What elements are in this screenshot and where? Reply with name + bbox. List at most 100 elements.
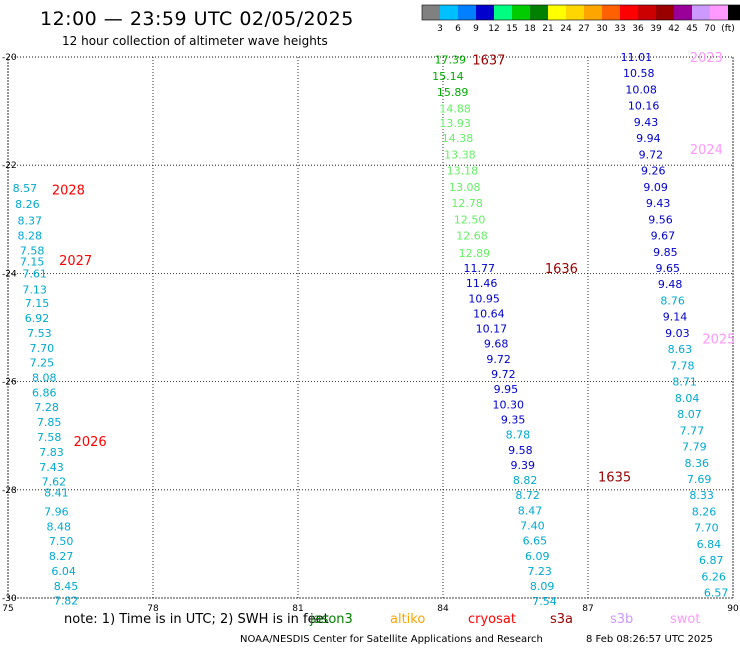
colorbar-swatch <box>656 5 674 20</box>
wave-height-label: 6.09 <box>525 550 550 563</box>
wave-height-label: 7.82 <box>54 595 79 608</box>
y-tick-label: -28 <box>2 486 17 496</box>
wave-height-label: 9.48 <box>658 278 683 291</box>
timestamp: 8 Feb 08:26:57 UTC 2025 <box>586 634 713 645</box>
satellite-legend-item: jason3 <box>310 612 353 627</box>
wave-height-label: 9.43 <box>646 197 671 210</box>
wave-height-label: 8.82 <box>513 474 538 487</box>
colorbar-swatch <box>476 5 494 20</box>
wave-height-label: 8.71 <box>672 376 697 389</box>
colorbar-tick: 18 <box>524 24 536 34</box>
colorbar-swatch <box>692 5 710 20</box>
wave-height-label: 10.16 <box>628 100 660 113</box>
wave-height-label: 9.03 <box>665 327 690 340</box>
wave-height-label: 14.38 <box>442 132 474 145</box>
colorbar-tick: 45 <box>686 24 697 34</box>
x-tick-label: 87 <box>582 604 593 614</box>
wave-height-labels: 8.578.268.378.287.587.157.617.137.156.92… <box>13 51 729 608</box>
wave-height-label: 10.08 <box>625 83 657 96</box>
wave-height-label: 8.63 <box>668 343 693 356</box>
credit-line: NOAA/NESDIS Center for Satellite Applica… <box>240 634 543 645</box>
wave-height-label: 8.36 <box>685 457 710 470</box>
colorbar-unit: (ft) <box>721 24 735 34</box>
y-tick-label: -22 <box>2 161 17 171</box>
wave-height-label: 9.26 <box>641 165 666 178</box>
wave-height-label: 9.94 <box>636 132 661 145</box>
wave-height-label: 7.69 <box>687 473 712 486</box>
wave-height-label: 8.28 <box>18 230 43 243</box>
wave-height-label: 7.28 <box>34 401 59 414</box>
x-tick-label: 78 <box>147 604 159 614</box>
track-label: 2025 <box>702 332 735 347</box>
colorbar-tick: 27 <box>578 24 589 34</box>
wave-height-label: 12.89 <box>459 247 491 260</box>
wave-height-label: 9.72 <box>486 353 511 366</box>
wave-height-label: 9.68 <box>484 338 509 351</box>
chart-axes: 75 78 81 84 87 90 -20 -22 -24 -26 -28 -30 <box>2 53 739 614</box>
wave-height-label: 7.23 <box>527 565 552 578</box>
wave-height-label: 15.89 <box>437 86 469 99</box>
wave-height-label: 13.38 <box>444 148 476 161</box>
track-label: 2027 <box>59 254 92 269</box>
wave-height-label: 8.33 <box>689 489 714 502</box>
colorbar-tick: 33 <box>614 24 625 34</box>
wave-height-label: 13.93 <box>439 117 471 130</box>
colorbar-swatch <box>440 5 458 20</box>
colorbar-swatch <box>584 5 602 20</box>
wave-height-label: 8.47 <box>518 504 543 517</box>
wave-height-label: 15.14 <box>432 70 464 83</box>
x-tick-label: 90 <box>727 604 739 614</box>
wave-height-label: 7.77 <box>680 424 705 437</box>
wave-height-label: 9.95 <box>494 383 519 396</box>
colorbar-swatch <box>602 5 620 20</box>
wave-height-label: 7.79 <box>682 441 707 454</box>
wave-height-label: 9.58 <box>508 444 533 457</box>
wave-height-label: 10.95 <box>468 292 500 305</box>
wave-height-label: 12.78 <box>451 197 483 210</box>
colorbar-swatch <box>638 5 656 20</box>
wave-height-label: 7.54 <box>532 595 557 608</box>
colorbar-tick: 6 <box>455 24 461 34</box>
wave-height-label: 9.65 <box>656 262 681 275</box>
track-label: 2026 <box>74 435 107 450</box>
wave-height-label: 8.09 <box>530 580 555 593</box>
x-tick-label: 81 <box>292 604 303 614</box>
wave-height-label: 7.62 <box>42 476 67 489</box>
wave-height-label: 8.76 <box>660 294 685 307</box>
wave-height-label: 11.01 <box>621 51 653 64</box>
wave-height-label: 8.41 <box>44 487 69 500</box>
track-label: 1635 <box>598 470 631 485</box>
colorbar-tick: 70 <box>704 24 716 34</box>
wave-height-label: 8.37 <box>18 214 43 227</box>
wave-height-label: 8.26 <box>15 198 40 211</box>
colorbar-tick: 42 <box>668 24 679 34</box>
colorbar-tick: 12 <box>488 24 499 34</box>
wave-height-label: 8.07 <box>677 408 702 421</box>
wave-height-label: 7.50 <box>49 535 74 548</box>
wave-height-label: 7.70 <box>694 522 719 535</box>
colorbar-swatch <box>566 5 584 20</box>
satellite-legend-item: cryosat <box>468 612 516 627</box>
wave-height-label: 8.26 <box>692 505 717 518</box>
wave-height-label: 6.26 <box>701 570 726 583</box>
wave-height-label: 6.86 <box>32 386 57 399</box>
wave-height-label: 7.15 <box>20 255 45 268</box>
wave-height-label: 6.65 <box>523 535 548 548</box>
colorbar-tick: 3 <box>437 24 443 34</box>
colorbar-swatch <box>710 5 728 20</box>
wave-height-label: 10.64 <box>473 307 505 320</box>
wave-height-label: 6.04 <box>51 565 76 578</box>
wave-height-label: 7.83 <box>39 446 64 459</box>
colorbar-tick: 15 <box>506 24 517 34</box>
wave-height-label: 13.08 <box>449 181 481 194</box>
y-tick-label: -26 <box>2 378 17 388</box>
page-subtitle: 12 hour collection of altimeter wave hei… <box>62 34 328 48</box>
wave-height-label: 9.72 <box>639 148 664 161</box>
wave-height-label: 7.40 <box>520 520 545 533</box>
wave-height-label: 7.53 <box>27 327 52 340</box>
colorbar-swatch <box>620 5 638 20</box>
colorbar-swatch <box>674 5 692 20</box>
wave-height-label: 8.48 <box>47 521 72 534</box>
wave-height-label: 14.88 <box>439 102 471 115</box>
